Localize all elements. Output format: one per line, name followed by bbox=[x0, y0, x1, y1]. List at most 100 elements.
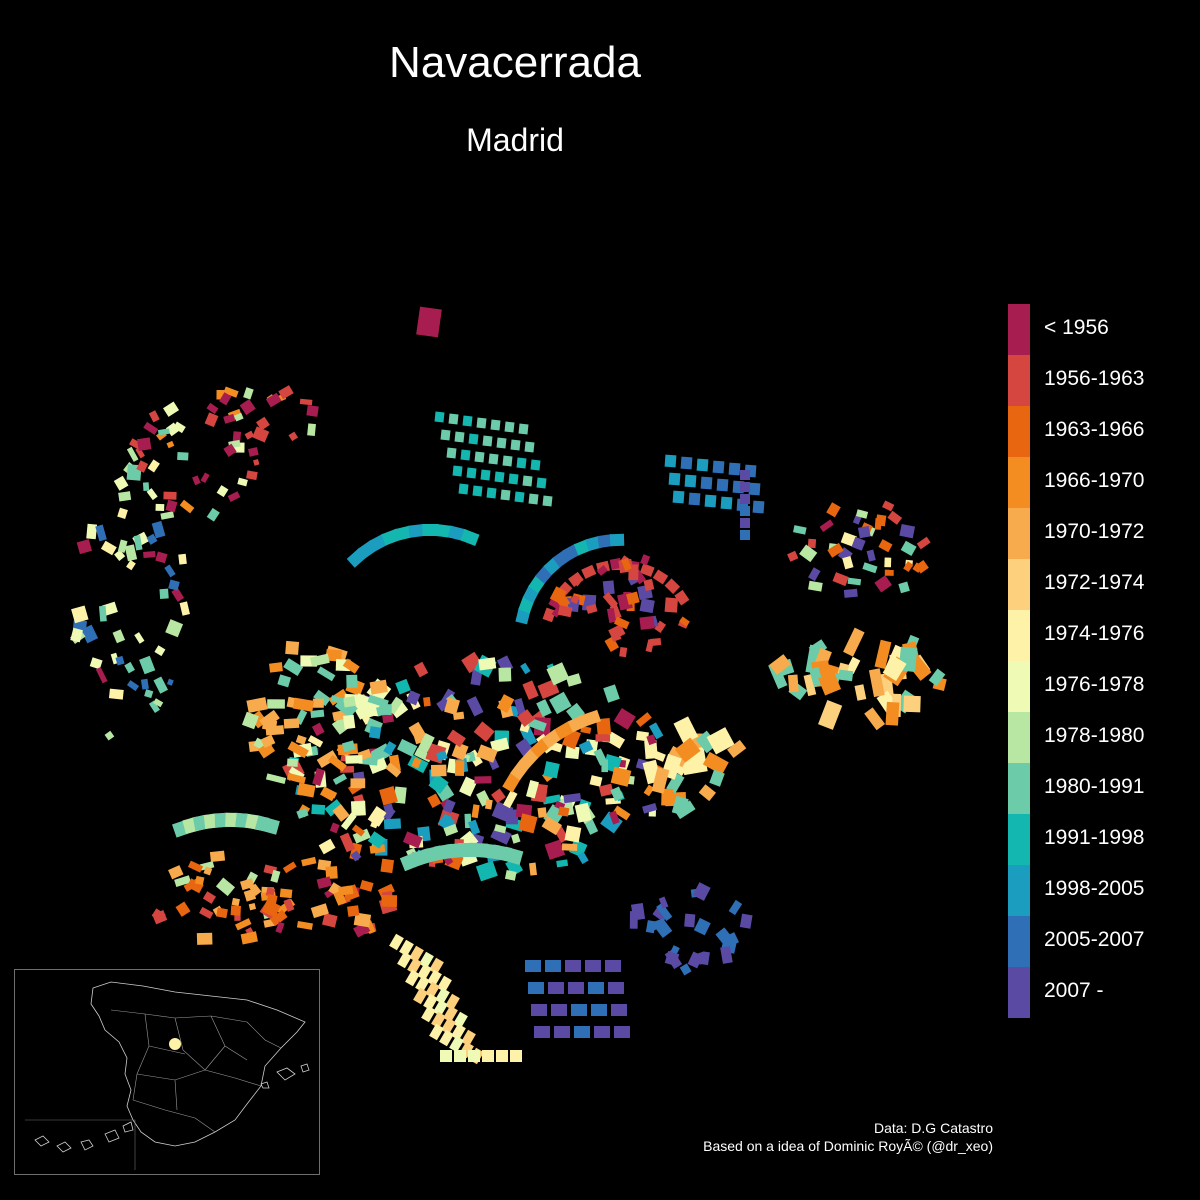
building-footprint bbox=[283, 718, 300, 729]
building-footprint bbox=[827, 542, 844, 558]
building-footprint bbox=[306, 405, 319, 417]
legend-item: 1976-1978 bbox=[1008, 661, 1198, 712]
building-footprint bbox=[166, 440, 175, 449]
building-footprint bbox=[589, 775, 603, 787]
building-footprint bbox=[671, 795, 689, 816]
legend-item: 1980-1991 bbox=[1008, 763, 1198, 814]
building-footprint bbox=[310, 709, 325, 718]
building-footprint bbox=[868, 668, 885, 698]
building-footprint bbox=[86, 523, 98, 540]
building-footprint bbox=[475, 860, 498, 882]
legend-swatch bbox=[1008, 916, 1030, 967]
building-footprint bbox=[626, 591, 640, 605]
building-footprint bbox=[696, 458, 709, 472]
building-footprint bbox=[528, 493, 539, 505]
building-footprint bbox=[179, 601, 190, 616]
building-footprint bbox=[259, 709, 280, 729]
building-footprint bbox=[143, 421, 159, 435]
building-footprint bbox=[656, 902, 673, 921]
building-footprint bbox=[585, 603, 598, 614]
building-footprint bbox=[267, 699, 285, 709]
building-footprint bbox=[168, 579, 180, 591]
building-footprint bbox=[588, 982, 604, 994]
building-footprint bbox=[808, 580, 823, 592]
building-footprint bbox=[843, 627, 865, 657]
building-footprint bbox=[148, 410, 160, 423]
building-footprint bbox=[202, 891, 216, 904]
building-footprint bbox=[701, 951, 710, 966]
building-footprint bbox=[715, 927, 733, 945]
spain-outline-map bbox=[25, 981, 310, 1170]
building-footprint bbox=[912, 562, 923, 573]
building-footprint bbox=[233, 412, 244, 422]
building-footprint bbox=[115, 655, 125, 666]
building-footprint bbox=[144, 689, 154, 699]
legend-item: 2007 - bbox=[1008, 967, 1198, 1018]
building-footprint bbox=[610, 766, 632, 787]
building-footprint bbox=[504, 421, 515, 433]
legend-label: 1976-1978 bbox=[1044, 673, 1145, 696]
building-footprint bbox=[307, 423, 316, 437]
building-footprint bbox=[510, 1050, 522, 1062]
building-footprint bbox=[661, 788, 674, 806]
building-footprint bbox=[223, 413, 236, 424]
building-footprint bbox=[443, 1005, 458, 1023]
building-footprint bbox=[254, 815, 280, 835]
building-footprint bbox=[613, 616, 630, 630]
building-footprint bbox=[838, 669, 854, 682]
legend-swatch bbox=[1008, 712, 1030, 763]
building-footprint bbox=[819, 519, 834, 532]
building-footprint bbox=[397, 951, 412, 969]
building-footprint bbox=[490, 419, 501, 431]
building-footprint bbox=[117, 539, 128, 553]
building-footprint bbox=[842, 555, 854, 570]
building-footprint bbox=[253, 459, 260, 466]
building-footprint bbox=[556, 859, 569, 868]
building-footprint bbox=[223, 443, 237, 457]
legend-item: 1991-1998 bbox=[1008, 814, 1198, 865]
building-footprint bbox=[698, 784, 716, 802]
building-footprint bbox=[459, 776, 478, 797]
building-footprint bbox=[187, 860, 204, 873]
building-footprint bbox=[343, 714, 356, 730]
building-footprint bbox=[425, 981, 440, 999]
building-footprint bbox=[134, 632, 145, 644]
building-footprint bbox=[543, 761, 560, 779]
building-footprint bbox=[237, 477, 248, 487]
building-footprint bbox=[490, 737, 510, 753]
building-footprint bbox=[215, 877, 236, 897]
building-footprint bbox=[155, 551, 168, 564]
building-footprint bbox=[799, 544, 818, 563]
building-footprint bbox=[787, 550, 799, 562]
building-footprint bbox=[629, 911, 638, 929]
building-footprint bbox=[740, 530, 750, 540]
building-footprint bbox=[124, 661, 135, 674]
building-footprint bbox=[287, 741, 309, 759]
building-footprint bbox=[500, 489, 511, 501]
building-footprint bbox=[332, 773, 347, 785]
building-footprint bbox=[431, 1011, 446, 1029]
building-footprint bbox=[740, 470, 750, 480]
building-footprint bbox=[594, 1026, 610, 1038]
building-footprint bbox=[435, 987, 450, 1005]
building-footprint bbox=[727, 739, 747, 759]
legend-swatch bbox=[1008, 559, 1030, 610]
building-footprint bbox=[807, 538, 817, 549]
building-footprint bbox=[95, 666, 108, 684]
building-footprint bbox=[900, 540, 917, 556]
building-footprint bbox=[516, 709, 535, 727]
building-footprint bbox=[565, 745, 580, 760]
building-footprint bbox=[341, 740, 356, 753]
building-footprint bbox=[480, 469, 491, 481]
spain-locator-inset bbox=[14, 969, 320, 1175]
building-footprint bbox=[282, 861, 297, 874]
building-footprint bbox=[666, 745, 690, 768]
building-footprint bbox=[278, 385, 294, 400]
building-footprint bbox=[537, 807, 547, 818]
building-footprint bbox=[316, 666, 336, 682]
building-footprint bbox=[668, 472, 681, 486]
building-footprint bbox=[635, 712, 652, 728]
legend-label: 1974-1976 bbox=[1044, 622, 1145, 645]
building-footprint bbox=[275, 921, 285, 934]
building-footprint bbox=[516, 457, 527, 469]
